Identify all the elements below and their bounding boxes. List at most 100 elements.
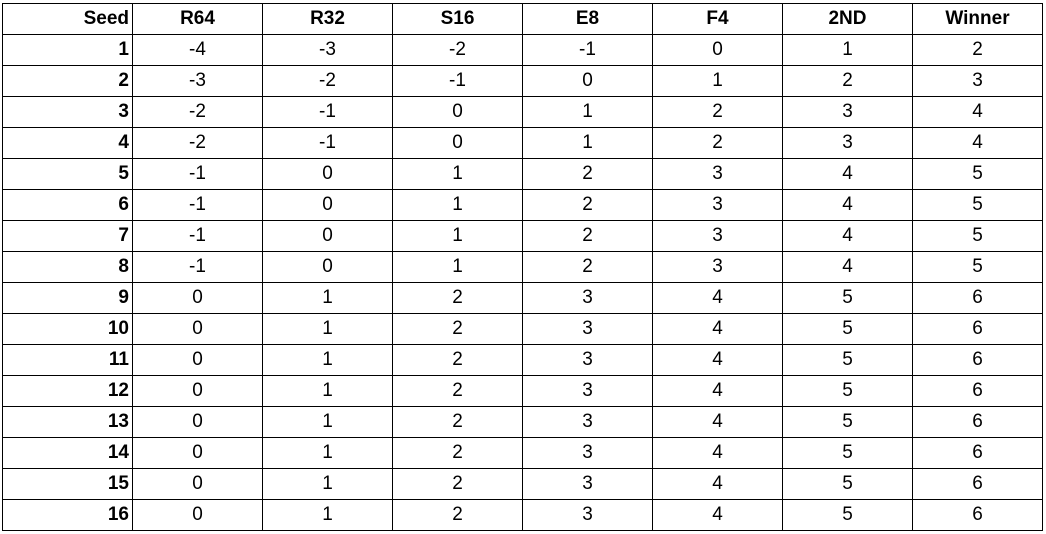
cell-winner: 6 [912, 375, 1043, 407]
cell-winner: 5 [912, 251, 1043, 283]
cell-r64: 0 [132, 313, 263, 345]
table-row: 10 0 1 2 3 4 5 6 [2, 313, 1043, 345]
cell-r64: -1 [132, 220, 263, 252]
cell-winner: 4 [912, 127, 1043, 159]
cell-winner: 5 [912, 189, 1043, 221]
cell-f4: 4 [652, 468, 783, 500]
cell-r32: -1 [262, 127, 393, 159]
table-row: 5 -1 0 1 2 3 4 5 [2, 158, 1043, 190]
table-row: 2 -3 -2 -1 0 1 2 3 [2, 65, 1043, 97]
cell-e8: 3 [522, 313, 653, 345]
cell-winner: 5 [912, 158, 1043, 190]
cell-winner: 2 [912, 34, 1043, 66]
cell-e8: 2 [522, 251, 653, 283]
cell-winner: 4 [912, 96, 1043, 128]
header-s16: S16 [392, 3, 523, 35]
cell-e8: 3 [522, 437, 653, 469]
cell-2nd: 5 [782, 406, 913, 438]
cell-r32: -1 [262, 96, 393, 128]
cell-r32: 1 [262, 437, 393, 469]
cell-seed: 14 [2, 437, 133, 469]
cell-s16: -2 [392, 34, 523, 66]
cell-2nd: 5 [782, 437, 913, 469]
cell-seed: 7 [2, 220, 133, 252]
cell-seed: 8 [2, 251, 133, 283]
table-row: 15 0 1 2 3 4 5 6 [2, 468, 1043, 500]
cell-seed: 1 [2, 34, 133, 66]
cell-seed: 4 [2, 127, 133, 159]
cell-r64: 0 [132, 499, 263, 531]
header-2nd: 2ND [782, 3, 913, 35]
cell-r64: -2 [132, 127, 263, 159]
cell-2nd: 2 [782, 65, 913, 97]
cell-e8: 0 [522, 65, 653, 97]
cell-seed: 15 [2, 468, 133, 500]
cell-2nd: 5 [782, 499, 913, 531]
cell-s16: -1 [392, 65, 523, 97]
cell-e8: -1 [522, 34, 653, 66]
cell-r32: 1 [262, 406, 393, 438]
table-row: 1 -4 -3 -2 -1 0 1 2 [2, 34, 1043, 66]
cell-2nd: 5 [782, 344, 913, 376]
seed-points-table: Seed R64 R32 S16 E8 F4 2ND Winner 1 -4 -3-… [2, 3, 1043, 531]
header-f4: F4 [652, 3, 783, 35]
header-seed: Seed [2, 3, 133, 35]
cell-r32: -2 [262, 65, 393, 97]
table-row: 7 -1 0 1 2 3 4 5 [2, 220, 1043, 252]
cell-2nd: 4 [782, 220, 913, 252]
cell-e8: 3 [522, 468, 653, 500]
cell-winner: 6 [912, 499, 1043, 531]
cell-r32: 1 [262, 468, 393, 500]
cell-r32: 1 [262, 499, 393, 531]
cell-seed: 9 [2, 282, 133, 314]
table-row: 3 -2 -1 0 1 2 3 4 [2, 96, 1043, 128]
cell-e8: 3 [522, 406, 653, 438]
cell-winner: 6 [912, 313, 1043, 345]
cell-2nd: 4 [782, 251, 913, 283]
cell-2nd: 3 [782, 127, 913, 159]
cell-2nd: 5 [782, 282, 913, 314]
cell-f4: 3 [652, 220, 783, 252]
cell-r32: 0 [262, 158, 393, 190]
cell-f4: 3 [652, 158, 783, 190]
cell-winner: 3 [912, 65, 1043, 97]
cell-e8: 1 [522, 96, 653, 128]
cell-seed: 6 [2, 189, 133, 221]
cell-2nd: 5 [782, 313, 913, 345]
cell-r32: 0 [262, 220, 393, 252]
cell-r64: 0 [132, 344, 263, 376]
cell-r64: -1 [132, 251, 263, 283]
table-row: 13 0 1 2 3 4 5 6 [2, 406, 1043, 438]
header-r32: R32 [262, 3, 393, 35]
cell-s16: 2 [392, 282, 523, 314]
cell-2nd: 4 [782, 158, 913, 190]
cell-e8: 2 [522, 220, 653, 252]
cell-s16: 0 [392, 127, 523, 159]
cell-f4: 4 [652, 375, 783, 407]
cell-r64: 0 [132, 282, 263, 314]
cell-r64: 0 [132, 468, 263, 500]
cell-s16: 2 [392, 468, 523, 500]
cell-e8: 3 [522, 375, 653, 407]
cell-seed: 3 [2, 96, 133, 128]
cell-f4: 4 [652, 282, 783, 314]
header-row: Seed R64 R32 S16 E8 F4 2ND Winner [2, 3, 1043, 35]
cell-s16: 1 [392, 189, 523, 221]
cell-s16: 2 [392, 499, 523, 531]
cell-f4: 3 [652, 251, 783, 283]
cell-r64: 0 [132, 406, 263, 438]
cell-r32: 1 [262, 344, 393, 376]
cell-f4: 2 [652, 96, 783, 128]
cell-r32: 0 [262, 251, 393, 283]
cell-winner: 6 [912, 468, 1043, 500]
cell-seed: 16 [2, 499, 133, 531]
cell-s16: 0 [392, 96, 523, 128]
table-row: 11 0 1 2 3 4 5 6 [2, 344, 1043, 376]
header-r64: R64 [132, 3, 263, 35]
cell-seed: 2 [2, 65, 133, 97]
cell-seed: 13 [2, 406, 133, 438]
cell-2nd: 5 [782, 375, 913, 407]
cell-e8: 2 [522, 158, 653, 190]
table-row: 14 0 1 2 3 4 5 6 [2, 437, 1043, 469]
cell-s16: 1 [392, 158, 523, 190]
